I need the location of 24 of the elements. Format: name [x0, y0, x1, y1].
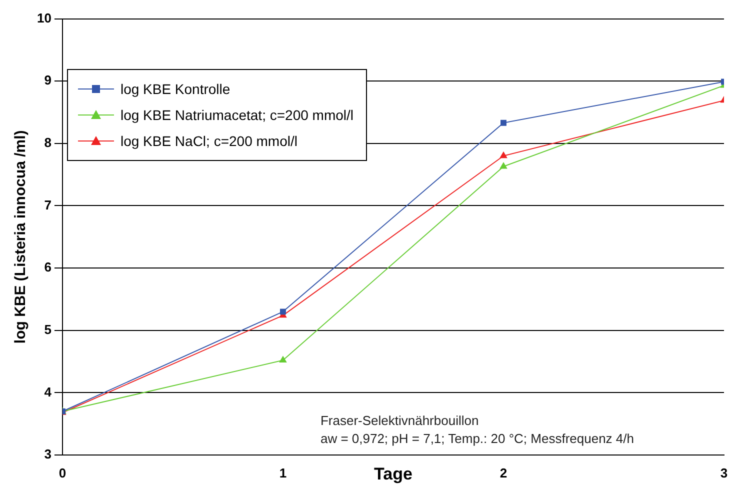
legend-label: log KBE Kontrolle: [120, 80, 230, 97]
point: [500, 120, 506, 126]
y-tick-label: 4: [44, 384, 52, 400]
point: [500, 152, 508, 158]
x-tick-label: 3: [720, 465, 728, 480]
y-axis-title: log KBE (Listeria innocua /ml): [12, 130, 30, 344]
y-tick-label: 7: [44, 197, 52, 212]
y-tick-label: 8: [44, 135, 52, 150]
x-tick-label: 2: [500, 465, 508, 480]
point: [280, 308, 286, 315]
y-tick-label: 3: [44, 446, 52, 462]
annotation: Fraser-Selektivnährbouillon: [320, 413, 479, 428]
y-tick-label: 10: [36, 10, 52, 26]
point: [500, 162, 508, 169]
x-axis-title: Tage: [374, 464, 412, 484]
legend-label: log KBE NaCl; c=200 mmol/l: [120, 132, 298, 149]
legend-label: log KBE Natriumacetat; c=200 mmol/l: [120, 106, 354, 123]
y-tick-label: 5: [44, 322, 52, 337]
x-tick-label: 0: [58, 465, 66, 480]
annotation: aw = 0,972; pH = 7,1; Temp.: 20 °C; Messfrequenz 4/h: [320, 431, 634, 446]
y-tick-label: 6: [44, 260, 52, 275]
point: [279, 356, 287, 363]
x-tick-label: 1: [279, 465, 287, 480]
y-tick-label: 9: [44, 72, 52, 88]
